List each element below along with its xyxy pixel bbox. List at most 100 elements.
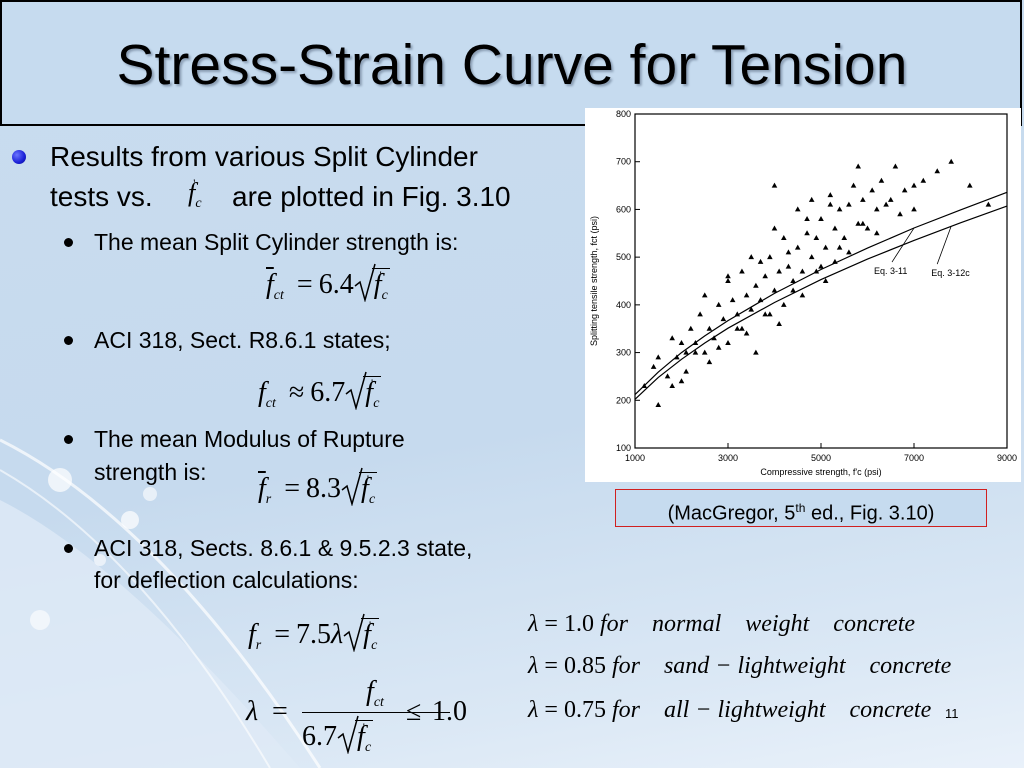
series-label-eq-3-12c: Eq. 3-12c (931, 268, 970, 278)
data-point (655, 354, 662, 360)
curve-eq-3-11 (634, 191, 1008, 396)
data-point (725, 273, 731, 279)
page-number: 11 (945, 706, 959, 721)
data-point (674, 354, 680, 360)
data-point (813, 235, 820, 241)
slide-title: Stress-Strain Curve for Tension (116, 33, 908, 97)
data-point (878, 177, 885, 183)
data-point (920, 177, 927, 183)
data-point (841, 235, 848, 241)
bullet-1-line-2b: are plotted in Fig. 3.10 (232, 181, 511, 212)
data-point (850, 182, 857, 188)
level2-bullet (64, 336, 73, 345)
data-point (827, 192, 834, 198)
equation-deflection: fr = 7.5λ f'c (248, 613, 380, 654)
leader-eq-3-11 (891, 227, 915, 263)
y-tick-label: 700 (616, 157, 631, 167)
data-point (757, 297, 764, 303)
data-point (771, 182, 778, 188)
data-point (734, 311, 741, 317)
data-point (869, 187, 875, 193)
data-point (836, 244, 843, 250)
data-point (771, 225, 778, 231)
data-point (776, 268, 782, 274)
level2-bullet (64, 238, 73, 247)
data-point (804, 215, 810, 221)
equation-rupture: fr = 8.3 f'c (258, 467, 378, 508)
y-axis-label: Splitting tensile strength, fct (psi) (589, 216, 599, 346)
data-point (808, 254, 815, 260)
bullet-1-line-2a: tests vs. (50, 181, 153, 212)
data-point (757, 258, 764, 264)
data-point (985, 201, 992, 207)
data-point (688, 325, 694, 331)
data-point (860, 220, 866, 226)
data-point (692, 340, 699, 346)
data-point (701, 292, 708, 298)
bullet-4-line-2: strength is: (94, 459, 207, 485)
y-tick-label: 300 (616, 348, 631, 358)
x-axis-label: Compressive strength, f'c (psi) (760, 467, 881, 477)
data-point (697, 311, 703, 317)
data-point (911, 182, 917, 188)
data-point (767, 311, 773, 317)
data-point (808, 196, 815, 202)
data-point (934, 168, 941, 174)
data-point (785, 249, 792, 255)
data-point (860, 196, 866, 202)
data-point (781, 301, 787, 307)
data-point (799, 292, 806, 298)
data-point (813, 268, 820, 274)
data-point (864, 225, 871, 231)
scatter-chart-panel: 1000 3000 5000 7000 9000 100 200 300 400 500 600 70… (585, 108, 1021, 482)
x-tick-label: 5000 (811, 453, 831, 463)
data-point (818, 215, 824, 221)
data-point (874, 206, 880, 212)
data-point (822, 244, 829, 250)
caption-superscript: th (795, 501, 806, 515)
data-point (678, 340, 685, 346)
data-point (836, 206, 843, 212)
level2-bullet (64, 435, 73, 444)
data-point (706, 359, 713, 365)
bullet-2-text: The mean Split Cylinder strength is: (94, 229, 459, 255)
data-point (715, 344, 722, 350)
data-point (715, 301, 722, 307)
data-point (739, 268, 745, 274)
bullet-1-line-1: Results from various Split Cylinder (50, 141, 478, 172)
x-tick-label: 7000 (904, 453, 924, 463)
data-point (799, 268, 806, 274)
series-label-eq-3-11: Eq. 3-11 (874, 266, 907, 276)
equation-mean-split: fct = 6.4 f'c (266, 263, 390, 304)
level2-bullet (64, 544, 73, 553)
data-point (701, 349, 708, 355)
data-point (683, 368, 689, 374)
data-point (790, 287, 796, 293)
data-point (711, 335, 717, 341)
data-point (748, 306, 755, 312)
data-point (911, 206, 917, 212)
data-point (794, 244, 801, 250)
lambda-row-sand-lightweight: λ = 0.85 for sand − lightweight concrete (528, 653, 952, 679)
data-point (846, 201, 852, 207)
bullet-4-line-1: The mean Modulus of Rupture (94, 426, 405, 452)
bullet-5-line-2: for deflection calculations: (94, 567, 359, 593)
data-point (641, 382, 648, 388)
data-point (683, 349, 689, 355)
data-point (734, 325, 741, 331)
data-point (767, 254, 773, 260)
data-point (753, 282, 759, 288)
data-point (804, 230, 810, 236)
data-point (818, 263, 824, 269)
equation-aci-split: fct ≈6.7 f'c (258, 371, 382, 412)
data-point (832, 258, 838, 264)
data-point (822, 278, 829, 283)
data-point (664, 373, 671, 379)
data-point (739, 325, 745, 331)
data-point (874, 230, 880, 236)
bullet-3-text: ACI 318, Sect. R8.6.1 states; (94, 327, 391, 353)
level1-bullet (12, 150, 26, 164)
data-point (771, 287, 778, 293)
equation-lambda-definition: λ = fct 6.7 f'c ≤ 1.0 (246, 676, 467, 755)
data-point (827, 201, 834, 207)
